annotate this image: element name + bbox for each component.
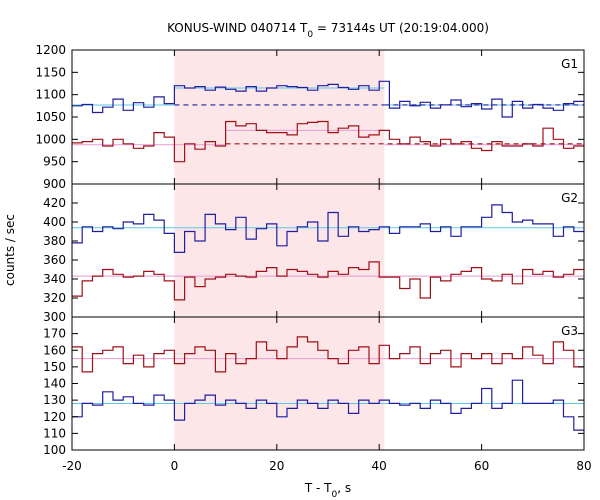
y-tick-label: 1200 [35,43,66,57]
x-tick-label: 80 [576,459,591,473]
y-tick-label: 1000 [35,132,66,146]
y-tick-label: 340 [43,272,66,286]
highlight-layer [174,50,385,450]
panel-g2-series-red [72,261,584,301]
count-rate-step-line [72,261,584,301]
panel-g1-series-red [72,120,584,163]
y-tick-label: 130 [43,393,66,407]
y-tick-label: 120 [43,410,66,424]
y-tick-label: 1050 [35,110,66,124]
panel-g1 [72,80,584,163]
y-tick-label: 150 [43,360,66,374]
panel-g3-series-red [72,336,584,373]
x-tick-label: -20 [62,459,82,473]
panel-g2-series-blue [72,204,584,253]
panel-g1-series-blue [72,80,584,118]
panel-g3 [72,336,584,431]
y-tick-label: 380 [43,234,66,248]
panel-label: G3 [561,324,578,338]
frame-layer: G190095010001050110011501200G23003203403… [35,43,591,473]
highlight-interval [174,50,385,450]
y-tick-label: 1100 [35,88,66,102]
y-tick-label: 300 [43,310,66,324]
x-tick-label: 40 [372,459,387,473]
count-rate-step-line [72,80,584,118]
y-tick-label: 420 [43,196,66,210]
panel-g3-series-blue [72,379,584,431]
count-rate-step-line [72,204,584,253]
y-tick-label: 140 [43,377,66,391]
y-tick-label: 170 [43,327,66,341]
panel-g2 [72,204,584,301]
y-tick-label: 900 [43,177,66,191]
x-axis-label: T - T0, s [304,481,351,500]
y-tick-label: 100 [43,443,66,457]
x-tick-label: 0 [171,459,179,473]
count-rate-step-line [72,336,584,373]
y-axis-label: counts / sec [3,214,17,286]
panel-label: G2 [561,191,578,205]
y-tick-label: 1150 [35,65,66,79]
y-tick-label: 160 [43,343,66,357]
x-tick-label: 60 [474,459,489,473]
y-tick-label: 360 [43,253,66,267]
y-tick-label: 110 [43,426,66,440]
x-tick-label: 20 [269,459,284,473]
y-tick-label: 950 [43,155,66,169]
y-tick-label: 400 [43,215,66,229]
y-tick-label: 320 [43,291,66,305]
panel-label: G1 [561,57,578,71]
count-rate-step-line [72,120,584,163]
chart-title: KONUS-WIND 040714 T0 = 73144s UT (20:19:… [167,21,489,40]
panels-layer [72,80,584,431]
count-rate-step-line [72,379,584,431]
